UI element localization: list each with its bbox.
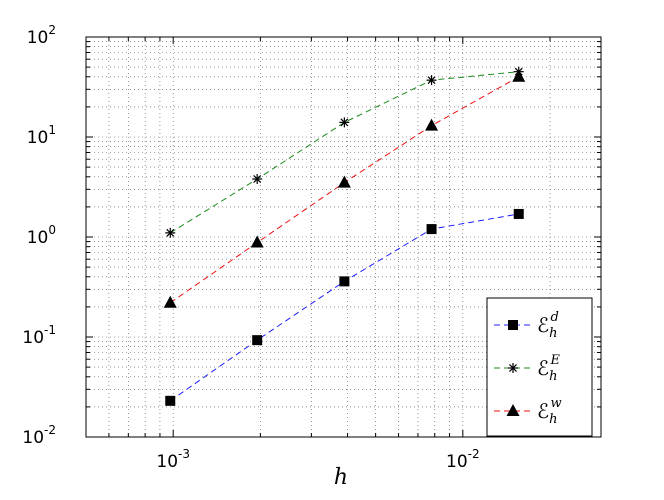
series-line — [169, 71, 519, 234]
data-point — [339, 117, 350, 128]
marker-stroke — [340, 118, 349, 127]
data-point — [165, 227, 176, 238]
legend-marker — [508, 363, 518, 373]
legend-label: ℰhw — [537, 396, 562, 427]
legend-label: ℰhE — [537, 353, 560, 384]
legend-item: ℰhE — [494, 353, 560, 384]
axis-ticks: 10-3 10-2 10-2 10-1 100 101 102 — [22, 23, 602, 472]
data-point — [512, 69, 526, 82]
data-point — [252, 174, 263, 185]
data-point — [165, 395, 176, 406]
series-layer — [163, 66, 526, 406]
data-point — [425, 118, 439, 131]
data-point — [426, 75, 437, 86]
series-star — [165, 66, 524, 238]
marker-stroke — [427, 76, 436, 85]
x-tick-label: 10-3 — [156, 447, 190, 472]
y-tick-label: 101 — [27, 123, 56, 148]
x-tick-label: 10-2 — [446, 447, 480, 472]
data-point — [337, 175, 351, 188]
data-point — [250, 235, 264, 248]
series-square — [165, 208, 524, 406]
y-tick-label: 10-2 — [22, 423, 56, 448]
x-axis-label: h — [334, 465, 348, 490]
legend-box — [486, 297, 593, 437]
y-tick-label: 10-1 — [22, 323, 56, 348]
series-triangle — [163, 69, 526, 308]
data-point — [339, 276, 350, 287]
series-line — [169, 76, 519, 304]
legend-item: ℰhd — [494, 310, 559, 341]
y-tick-label: 100 — [27, 223, 56, 248]
data-point — [513, 208, 524, 219]
legend: ℰhd ℰhE ℰhw — [486, 297, 593, 437]
y-tick-label: 102 — [27, 23, 56, 48]
legend-label: ℰhd — [537, 310, 559, 341]
data-point — [163, 295, 177, 308]
legend-marker — [506, 404, 520, 416]
data-point — [426, 224, 437, 235]
data-point — [252, 335, 263, 346]
marker-stroke — [166, 228, 175, 237]
marker-stroke — [253, 175, 262, 183]
series-line — [169, 213, 519, 402]
marker-stroke — [509, 364, 517, 372]
legend-item: ℰhw — [494, 396, 562, 427]
legend-marker — [508, 320, 518, 330]
